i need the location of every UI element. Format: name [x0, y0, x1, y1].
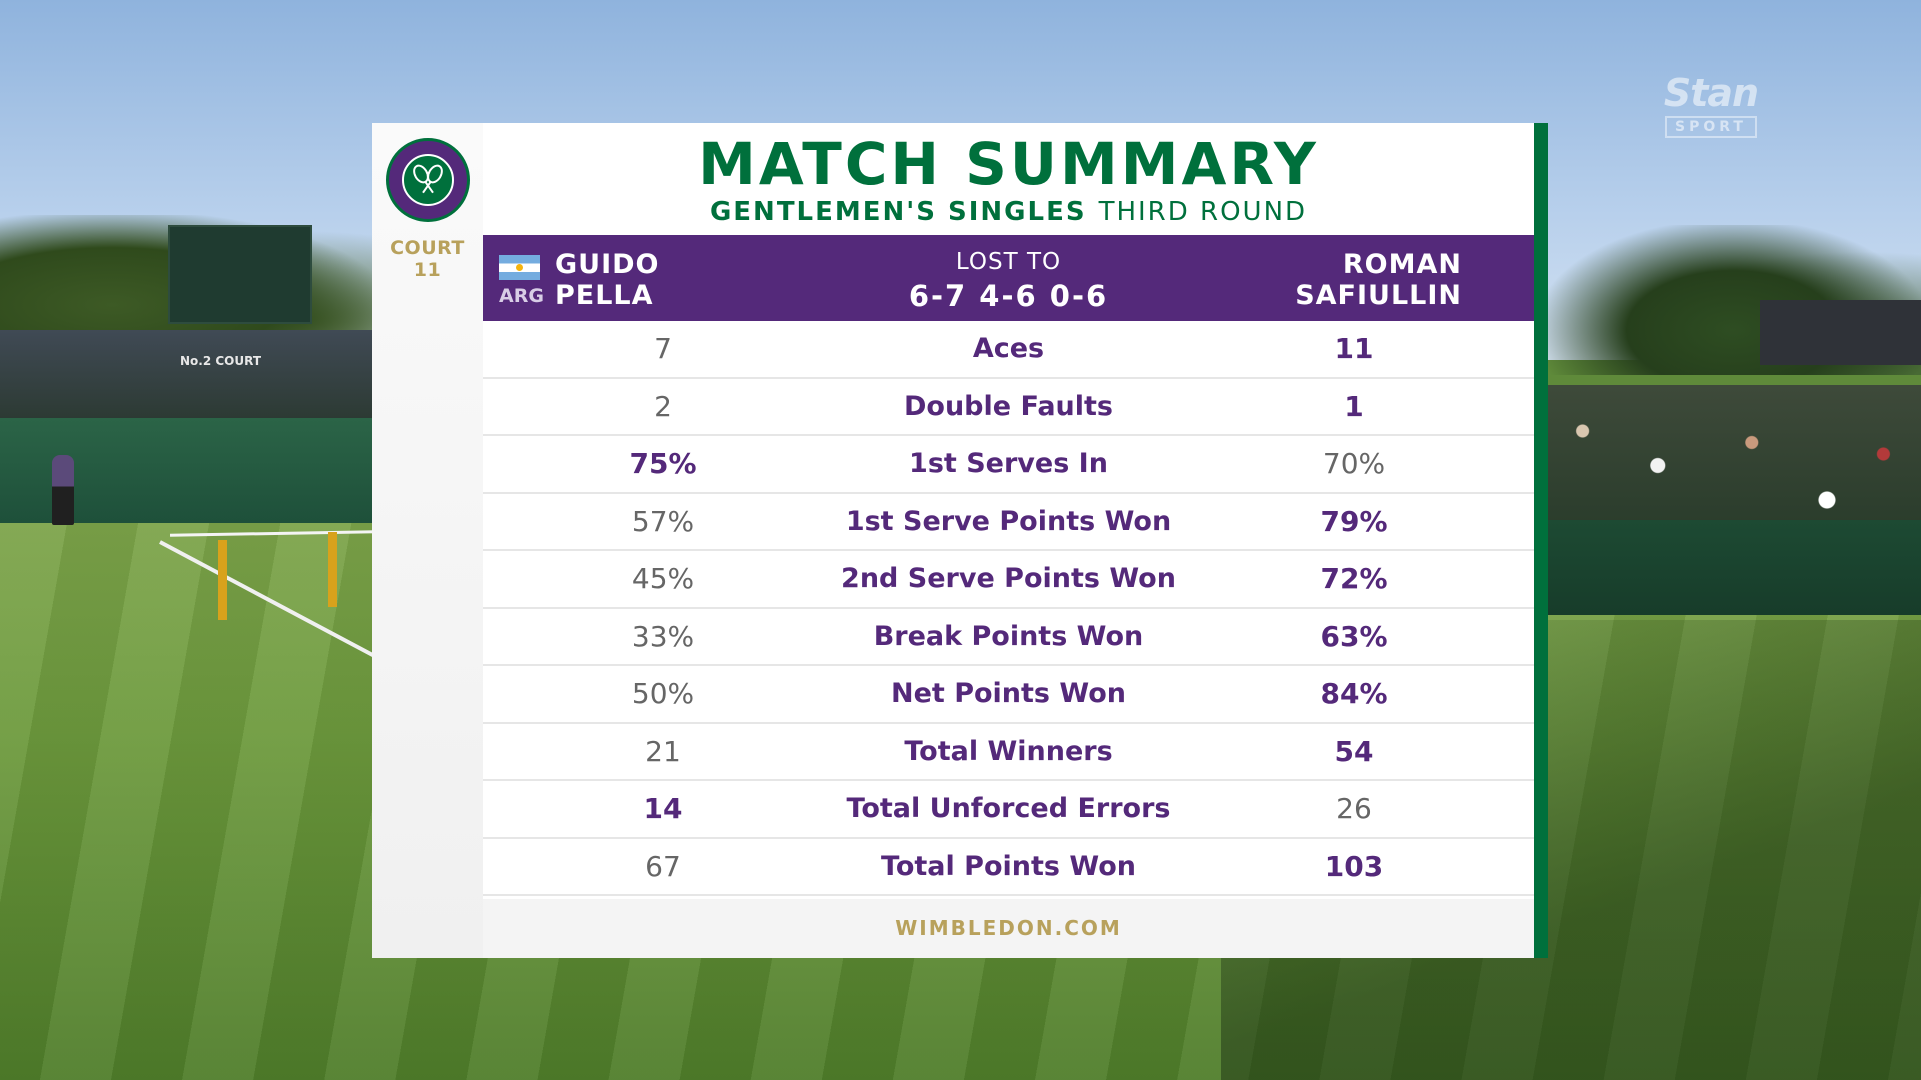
court-sign: No.2 COURT [180, 354, 262, 368]
fence-right [1545, 520, 1921, 615]
broadcaster-sub: SPORT [1665, 116, 1757, 138]
stat-row: 21 Total Winners 54 [483, 724, 1534, 781]
stat-row: 67 Total Points Won 103 [483, 839, 1534, 896]
player1-stat-value: 45% [631, 562, 695, 595]
stat-row: 33% Break Points Won 63% [483, 609, 1534, 666]
logo-center [402, 154, 454, 206]
players-header: ARG GUIDO PELLA LOST TO 6-7 4-6 0-6 ROMA… [483, 235, 1534, 321]
player1-stat-value: 67 [645, 849, 681, 883]
court-scoreboard [168, 225, 312, 324]
player2-first-name: ROMAN [1342, 249, 1462, 280]
stat-row: 2 Double Faults 1 [483, 379, 1534, 436]
court-label: COURT [390, 237, 465, 259]
player1-stat-value: 14 [643, 792, 683, 825]
stat-label: Break Points Won [873, 620, 1144, 652]
stand-left [0, 330, 375, 420]
stat-label: Total Unforced Errors [846, 793, 1171, 824]
player1-first-name: GUIDO [555, 249, 660, 280]
match-summary-panel: COURT 11 MATCH SUMMARY GENTLEMEN'S SINGL… [372, 123, 1548, 958]
stat-label: Total Winners [904, 735, 1113, 767]
page-title: MATCH SUMMARY [698, 130, 1319, 198]
player2-stat-value: 26 [1336, 792, 1372, 825]
stat-row: 57% 1st Serve Points Won 79% [483, 494, 1534, 551]
stat-row: 75% 1st Serves In 70% [483, 436, 1534, 494]
side-strip: COURT 11 [372, 123, 483, 958]
player1-stat-value: 50% [631, 677, 695, 710]
stat-row: 14 Total Unforced Errors 26 [483, 781, 1534, 839]
player1-last-name: PELLA [555, 280, 654, 311]
broadcaster-name: Stan [1663, 71, 1759, 115]
player2-stat-value: 79% [1320, 504, 1388, 538]
player2-stat-value: 70% [1322, 447, 1386, 480]
player2-stat-value: 11 [1334, 332, 1374, 365]
player2-stat-value: 63% [1320, 619, 1388, 653]
player2-stat-value: 72% [1320, 562, 1388, 595]
accent-bar [1534, 123, 1548, 958]
stat-label: 1st Serves In [909, 448, 1108, 479]
result-label: LOST TO [955, 249, 1062, 275]
flag-sun [516, 264, 523, 271]
court-number: COURT 11 [372, 237, 483, 281]
stat-label: 2nd Serve Points Won [841, 563, 1176, 594]
stat-label: Double Faults [903, 390, 1113, 422]
summary-main: MATCH SUMMARY GENTLEMEN'S SINGLES THIRD R… [483, 123, 1534, 958]
player1-stat-value: 21 [645, 734, 681, 768]
player1-stat-value: 75% [629, 447, 697, 480]
footer-url: WIMBLEDON.COM [483, 899, 1534, 958]
player2-last-name: SAFIULLIN [1295, 280, 1462, 311]
player1-stat-value: 7 [654, 332, 672, 365]
player1-stat-value: 33% [631, 619, 695, 653]
player1-country: ARG [499, 285, 544, 307]
net-post [328, 532, 337, 607]
court-value: 11 [413, 259, 442, 281]
player2-stat-value: 54 [1334, 734, 1374, 768]
stat-label: 1st Serve Points Won [845, 505, 1172, 537]
stats-table: 7 Aces 11 2 Double Faults 1 75% 1st Serves In 70… [483, 321, 1534, 896]
round-name: THIRD ROUND [1098, 197, 1308, 227]
building-right [1760, 300, 1921, 365]
event-name: GENTLEMEN'S SINGLES [709, 197, 1087, 227]
subtitle: GENTLEMEN'S SINGLES THIRD ROUND [483, 196, 1534, 228]
player2-stat-value: 103 [1324, 849, 1384, 883]
wimbledon-logo-icon [386, 138, 470, 222]
net-post [218, 540, 227, 620]
player1-stat-value: 57% [631, 504, 695, 538]
line-judge [52, 455, 74, 525]
stat-label: Net Points Won [891, 678, 1126, 709]
player2-stat-value: 1 [1344, 389, 1364, 423]
stat-row: 7 Aces 11 [483, 321, 1534, 379]
player2-stat-value: 84% [1320, 677, 1388, 710]
stat-row: 45% 2nd Serve Points Won 72% [483, 551, 1534, 609]
match-score: 6-7 4-6 0-6 [908, 279, 1109, 313]
stat-label: Aces [972, 333, 1045, 364]
argentina-flag-icon [499, 255, 540, 280]
player1-stat-value: 2 [654, 389, 672, 423]
stat-label: Total Points Won [881, 850, 1136, 882]
stat-row: 50% Net Points Won 84% [483, 666, 1534, 724]
broadcaster-logo: Stan SPORT [1651, 72, 1771, 138]
